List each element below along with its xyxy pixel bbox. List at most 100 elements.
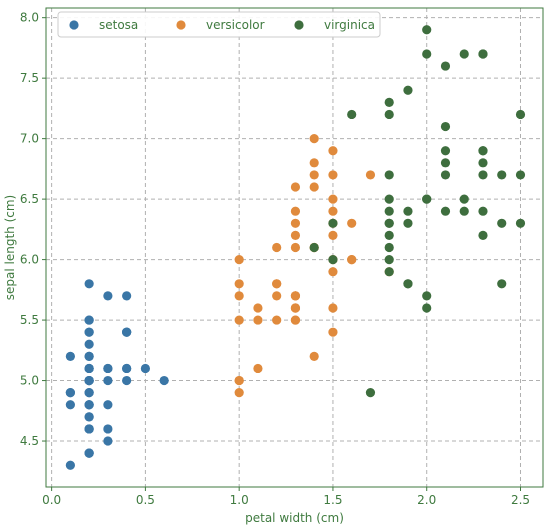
legend-box	[57, 11, 381, 38]
virginica-point	[403, 85, 413, 95]
virginica-point	[515, 109, 526, 120]
grid	[46, 8, 543, 487]
versicolor-point	[365, 170, 376, 180]
virginica-point	[440, 146, 451, 156]
setosa-point	[84, 424, 94, 434]
versicolor-point	[309, 182, 319, 192]
data-points	[65, 25, 526, 470]
y-axis-label: sepal length (cm)	[3, 195, 17, 300]
versicolor-point	[234, 291, 244, 301]
versicolor-point	[328, 170, 338, 180]
setosa-point	[103, 291, 113, 301]
virginica-point	[497, 170, 507, 180]
virginica-point	[440, 158, 451, 168]
versicolor-point	[347, 254, 357, 265]
versicolor-point	[328, 146, 338, 156]
versicolor-point	[253, 315, 263, 325]
virginica-point	[478, 206, 488, 216]
x-tick-label: 1.5	[323, 493, 342, 507]
x-tick-label: 2.5	[511, 493, 530, 507]
versicolor-point	[290, 206, 301, 216]
setosa-point	[103, 436, 113, 446]
virginica-point	[459, 194, 469, 204]
y-tick-label: 6.0	[20, 253, 39, 267]
versicolor-point	[309, 170, 319, 180]
virginica-point	[440, 170, 451, 180]
virginica-point	[384, 206, 394, 216]
versicolor-point	[272, 315, 282, 325]
virginica-point	[515, 170, 526, 180]
virginica-point	[422, 303, 432, 313]
versicolor-point	[328, 327, 338, 337]
virginica-point	[384, 230, 394, 241]
setosa-point	[84, 327, 94, 337]
versicolor-point	[309, 158, 319, 168]
versicolor-point	[347, 218, 357, 228]
virginica-point	[384, 242, 394, 253]
virginica-point	[384, 170, 394, 180]
versicolor-point	[309, 134, 319, 144]
setosa-point	[84, 351, 94, 361]
versicolor-point	[290, 242, 301, 253]
setosa-point	[159, 375, 169, 386]
versicolor-point	[234, 388, 244, 398]
virginica-point	[478, 170, 488, 180]
virginica-point	[403, 218, 413, 228]
virginica-point	[384, 194, 394, 204]
virginica-point	[497, 218, 507, 228]
virginica-point	[309, 242, 319, 253]
virginica-point	[384, 97, 394, 107]
versicolor-point	[290, 182, 301, 192]
virginica-point	[478, 146, 488, 156]
virginica-point	[440, 61, 451, 71]
virginica-point	[478, 49, 488, 59]
setosa-point	[140, 363, 150, 374]
setosa-point	[65, 388, 75, 398]
virginica-point	[478, 230, 488, 241]
legend-marker-setosa	[69, 20, 79, 30]
setosa-point	[84, 400, 94, 410]
setosa-point	[84, 448, 94, 458]
versicolor-point	[309, 351, 319, 361]
legend-label-setosa: setosa	[99, 18, 138, 32]
legend-label-versicolor: versicolor	[206, 18, 265, 32]
virginica-point	[384, 218, 394, 228]
virginica-point	[515, 218, 526, 228]
x-tick-label: 0.5	[136, 493, 155, 507]
virginica-point	[347, 109, 357, 120]
legend-marker-virginica	[294, 20, 304, 30]
virginica-point	[459, 206, 469, 216]
virginica-point	[328, 218, 338, 228]
setosa-point	[84, 388, 94, 398]
setosa-point	[103, 400, 113, 410]
virginica-point	[384, 109, 394, 120]
versicolor-point	[328, 267, 338, 277]
setosa-point	[84, 315, 94, 325]
virginica-point	[497, 279, 507, 289]
virginica-point	[328, 254, 338, 265]
setosa-point	[65, 351, 75, 361]
virginica-point	[365, 388, 376, 398]
versicolor-point	[234, 375, 244, 386]
versicolor-point	[272, 242, 282, 253]
virginica-point	[384, 254, 394, 265]
versicolor-point	[253, 303, 263, 313]
x-tick-label: 0.0	[42, 493, 61, 507]
virginica-point	[403, 206, 413, 216]
setosa-point	[122, 375, 132, 386]
virginica-point	[440, 206, 451, 216]
legend-label-virginica: virginica	[324, 18, 375, 32]
virginica-point	[478, 158, 488, 168]
setosa-point	[84, 363, 94, 374]
virginica-point	[422, 49, 432, 59]
setosa-point	[84, 279, 94, 289]
virginica-point	[403, 279, 413, 289]
versicolor-point	[328, 230, 338, 241]
axis-ticks: 0.0 0.5 1.0 1.5 2.0 2.5 4.5 5.0 5.5 6.0 6.5 7.0 7.5 8…	[20, 11, 530, 507]
x-tick-label: 1.0	[230, 493, 249, 507]
setosa-point	[84, 412, 94, 422]
x-tick-label: 2.0	[417, 493, 436, 507]
y-tick-label: 8.0	[20, 11, 39, 25]
